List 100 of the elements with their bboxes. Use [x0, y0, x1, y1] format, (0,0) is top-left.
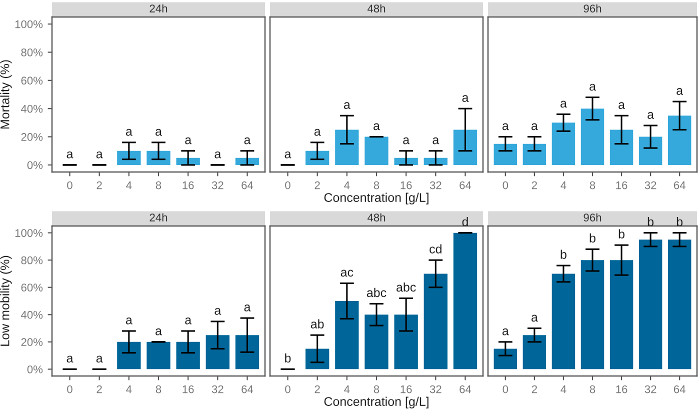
x-tick-label: 16 [616, 181, 628, 190]
x-tick-label: 4 [560, 181, 566, 190]
x-tick-label: 0 [502, 385, 508, 394]
chart-title: 96h [584, 213, 602, 222]
x-tick-label: 4 [560, 385, 566, 394]
annotation: a [156, 328, 162, 336]
x-tick-label: 4 [344, 385, 350, 394]
bar [580, 108, 604, 165]
x-tick-label: 64 [674, 181, 686, 190]
annotation: a [314, 128, 321, 136]
x-tick-label: 0 [67, 181, 72, 190]
bar [335, 301, 359, 370]
bar [494, 144, 518, 165]
x-tick-label: 64 [460, 181, 472, 190]
x-tick-label: 64 [242, 385, 254, 394]
y-tick-label: 40% [20, 310, 43, 319]
chart-title: 96h [584, 4, 602, 12]
x-tick-label: 16 [400, 385, 412, 394]
annotation: a [66, 151, 74, 158]
y-tick-label: 0% [27, 365, 43, 374]
x-tick-label: 2 [314, 385, 320, 394]
x-tick-label: 8 [156, 181, 162, 190]
bar [638, 136, 662, 165]
annotation: a [560, 100, 567, 108]
annotation: a [618, 102, 626, 109]
annotation: b [648, 217, 654, 226]
bar [306, 348, 330, 370]
annotation: a [374, 123, 380, 130]
x-tick-label: 2 [96, 385, 102, 394]
x-tick-label: 0 [67, 385, 72, 394]
x-tick-label: 32 [644, 181, 656, 190]
bar [522, 144, 546, 165]
y-tick-label: 100% [15, 229, 43, 237]
annotation: a [66, 356, 74, 363]
x-tick-label: 64 [242, 181, 254, 190]
annotation: a [244, 304, 251, 312]
x-tick-label: 32 [430, 181, 442, 190]
x-axis-title: Concentration [g/L] [324, 192, 428, 204]
bar [580, 260, 604, 370]
x-tick-label: 4 [344, 181, 350, 190]
annotation: ab [310, 319, 324, 328]
bar [453, 130, 478, 165]
annotation: a [462, 95, 469, 102]
x-tick-label: 16 [616, 385, 628, 394]
x-tick-label: 0 [502, 181, 508, 190]
chart-title: 24h [150, 213, 168, 222]
annotation: a [185, 137, 192, 144]
x-tick-label: 8 [374, 385, 380, 394]
x-tick-label: 8 [156, 385, 162, 394]
bar [453, 232, 478, 370]
bar [394, 314, 418, 370]
bar [522, 335, 546, 370]
bar [610, 130, 634, 165]
y-tick-label: 100% [15, 20, 43, 28]
annotation: b [618, 229, 624, 238]
annotation: a [403, 137, 410, 144]
annotation: a [244, 137, 251, 144]
annotation: a [676, 88, 684, 95]
chart-title: 48h [367, 4, 386, 12]
y-tick-label: 20% [21, 133, 43, 141]
annotation: b [676, 217, 683, 226]
x-tick-label: 4 [126, 385, 132, 394]
x-tick-label: 16 [182, 385, 194, 394]
bar [552, 274, 576, 370]
x-tick-label: 8 [590, 385, 596, 394]
y-tick-label: 80% [21, 48, 43, 56]
y-axis-title: Low mobility (%) [0, 256, 12, 346]
bar [364, 136, 388, 165]
annotation: d [462, 217, 468, 226]
annotation: a [648, 112, 654, 119]
annotation: a [214, 308, 222, 315]
annotation: a [96, 151, 103, 158]
annotation: a [214, 151, 222, 158]
y-tick-label: 60% [21, 284, 43, 292]
bar [668, 240, 692, 370]
annotation: b [560, 250, 566, 259]
bar [424, 274, 448, 370]
x-tick-label: 16 [400, 181, 412, 190]
annotation: a [532, 123, 538, 130]
x-tick-label: 0 [285, 385, 290, 394]
annotation: a [344, 102, 350, 109]
chart-title: 24h [150, 4, 168, 12]
bar [306, 150, 330, 165]
y-tick-label: 40% [20, 104, 43, 113]
annotation: abc [366, 288, 386, 298]
x-tick-label: 32 [212, 181, 224, 190]
annotation: a [502, 328, 509, 336]
bar [335, 130, 359, 165]
annotation: a [284, 151, 292, 158]
annotation: b [285, 353, 291, 363]
x-tick-label: 2 [96, 181, 102, 190]
annotation: a [156, 128, 162, 136]
x-tick-label: 8 [590, 181, 596, 190]
annotation: a [432, 137, 440, 144]
chart-title: 48h [367, 213, 386, 222]
annotation: a [590, 84, 596, 91]
x-tick-label: 16 [182, 181, 194, 190]
x-tick-label: 2 [314, 181, 320, 190]
y-tick-label: 80% [21, 256, 43, 264]
x-tick-label: 2 [532, 385, 537, 394]
